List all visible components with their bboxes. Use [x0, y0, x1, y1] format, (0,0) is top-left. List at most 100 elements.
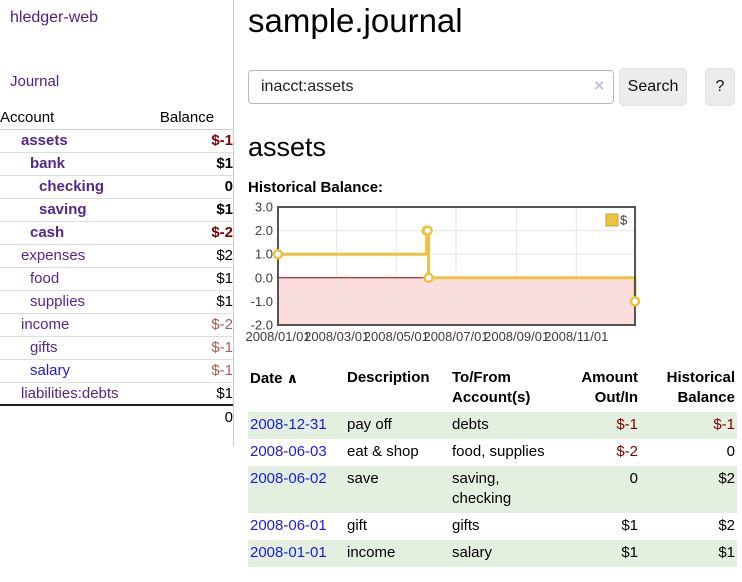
account-row: supplies $1 — [0, 290, 233, 314]
transaction-date-link[interactable]: 2008-06-02 — [250, 470, 327, 487]
account-link[interactable]: bank — [30, 155, 66, 172]
account-link[interactable]: income — [21, 316, 70, 333]
account-link[interactable]: salary — [30, 362, 71, 379]
account-balance: $1 — [159, 152, 233, 176]
account-balance: $1 — [159, 382, 233, 406]
account-balance: $-2 — [159, 221, 233, 245]
account-balance: $-1 — [159, 336, 233, 360]
transaction-description: eat & shop — [347, 443, 419, 460]
chart-title: Historical Balance: — [248, 179, 384, 196]
account-link[interactable]: supplies — [30, 293, 86, 310]
search-input[interactable] — [248, 70, 614, 104]
search-form: × Search ? — [248, 68, 737, 106]
transaction-date-link[interactable]: 2008-06-01 — [250, 517, 327, 534]
account-balance: $1 — [159, 198, 233, 222]
svg-text:2008/03/01: 2008/03/01 — [304, 329, 369, 344]
svg-text:2008/09/01: 2008/09/01 — [484, 329, 549, 344]
svg-text:3.0: 3.0 — [255, 200, 273, 215]
transaction-amount: $-2 — [616, 443, 638, 460]
svg-text:-1.0: -1.0 — [251, 294, 273, 309]
account-link[interactable]: gifts — [30, 339, 58, 356]
transaction-balance: $2 — [718, 470, 735, 487]
svg-text:2008/07/01: 2008/07/01 — [423, 329, 488, 344]
clear-search-icon[interactable]: × — [594, 76, 604, 95]
svg-text:2008/01/01: 2008/01/01 — [245, 329, 310, 344]
transaction-description: save — [347, 470, 379, 487]
account-row: food $1 — [0, 267, 233, 291]
account-row: cash $-2 — [0, 221, 233, 245]
svg-text:0.0: 0.0 — [255, 270, 273, 285]
account-row: salary $-1 — [0, 359, 233, 383]
page-title: sample.journal — [248, 2, 463, 39]
transaction-balance: $2 — [718, 517, 735, 534]
register-row: 2008-06-01 gift gifts $1 $2 — [248, 513, 737, 540]
historical-balance-chart: 3.0 2.0 1.0 0.0 -1.0 -2.0 2008/01/01 2008/03/01… — [245, 200, 730, 348]
account-link[interactable]: expenses — [21, 247, 86, 264]
register-row: 2008-06-03 eat & shop food, supplies $-2… — [248, 439, 737, 466]
app-brand-link[interactable]: hledger-web — [10, 9, 99, 26]
transaction-description: gift — [347, 517, 368, 534]
account-page-heading: assets — [248, 132, 327, 162]
sort-asc-icon: ∧ — [286, 370, 299, 386]
accounts-table: Account Balance assets $-1 bank $1 — [0, 106, 233, 429]
transaction-balance: $1 — [718, 544, 735, 561]
col-tofrom-accounts: To/From Account(s) — [452, 369, 531, 406]
account-balance: $-1 — [159, 129, 233, 153]
svg-text:$: $ — [620, 213, 628, 228]
register-table: Date ∧ Description To/From Account(s) Am… — [248, 366, 737, 567]
account-link[interactable]: saving — [39, 201, 87, 218]
account-row: income $-2 — [0, 313, 233, 337]
account-balance: $1 — [159, 267, 233, 291]
search-box: × — [248, 70, 614, 104]
account-link[interactable]: checking — [39, 178, 105, 195]
help-button[interactable]: ? — [705, 68, 735, 106]
accounts-total-row: 0 — [0, 404, 233, 429]
transaction-balance: $-1 — [713, 416, 735, 433]
account-row: checking 0 — [0, 175, 233, 199]
svg-text:-2.0: -2.0 — [251, 318, 273, 333]
sidebar: hledger-web Journal Account Balance asse… — [0, 0, 234, 446]
col-description: Description — [347, 369, 430, 386]
account-link[interactable]: assets — [21, 132, 68, 149]
register-row: 2008-12-31 pay off debts $-1 $-1 — [248, 412, 737, 439]
account-balance: $-2 — [159, 313, 233, 337]
transaction-date-link[interactable]: 2008-06-03 — [250, 443, 327, 460]
account-row: liabilities:debts $1 — [0, 382, 233, 406]
main-content: sample.journal × Search ? assets Histori… — [245, 0, 737, 567]
col-amount: Amount Out/In — [581, 369, 638, 406]
transaction-amount: $-1 — [616, 416, 638, 433]
account-row: gifts $-1 — [0, 336, 233, 360]
register-row: 2008-06-02 save saving, checking 0 $2 — [248, 466, 737, 513]
transaction-description: pay off — [347, 416, 392, 433]
svg-text:1.0: 1.0 — [255, 247, 273, 262]
transaction-accounts: gifts — [452, 517, 480, 534]
transaction-amount: 0 — [629, 470, 638, 487]
transaction-date-link[interactable]: 2008-12-31 — [250, 416, 327, 433]
svg-text:2.0: 2.0 — [255, 223, 273, 238]
account-link[interactable]: food — [30, 270, 60, 287]
account-link[interactable]: liabilities:debts — [21, 384, 119, 402]
transaction-balance: 0 — [726, 443, 735, 460]
account-balance: $1 — [159, 290, 233, 314]
transaction-description: income — [347, 544, 396, 561]
register-header-row: Date ∧ Description To/From Account(s) Am… — [248, 366, 737, 412]
account-row: bank $1 — [0, 152, 233, 176]
search-button[interactable]: Search — [619, 68, 687, 106]
account-balance: $-1 — [159, 359, 233, 383]
transaction-accounts: food, supplies — [452, 443, 545, 460]
transaction-date-link[interactable]: 2008-01-01 — [250, 544, 327, 561]
account-row: expenses $2 — [0, 244, 233, 268]
accounts-total: 0 — [159, 404, 233, 429]
transaction-accounts: saving, checking — [452, 470, 512, 507]
account-row: saving $1 — [0, 198, 233, 222]
svg-text:2008/11/01: 2008/11/01 — [544, 329, 608, 344]
transaction-accounts: salary — [452, 544, 493, 561]
accounts-header-row: Account Balance — [0, 106, 233, 130]
col-date-sort[interactable]: Date ∧ — [250, 370, 299, 387]
account-balance: $2 — [159, 244, 233, 268]
account-row: assets $-1 — [0, 129, 233, 153]
balance-chart-svg: 3.0 2.0 1.0 0.0 -1.0 -2.02008/01/012008/03/01… — [245, 200, 641, 344]
sidebar-item-journal[interactable]: Journal — [10, 73, 60, 90]
transaction-amount: $1 — [621, 544, 638, 561]
account-link[interactable]: cash — [30, 224, 65, 241]
